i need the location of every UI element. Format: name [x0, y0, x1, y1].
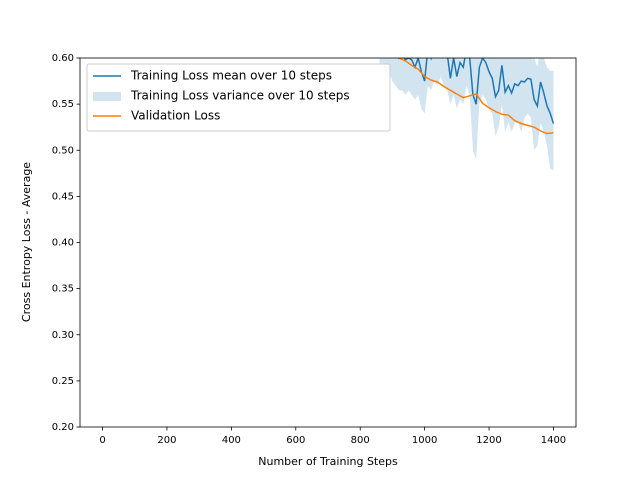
legend-label: Training Loss variance over 10 steps — [130, 89, 350, 103]
y-tick-label: 0.60 — [52, 53, 74, 64]
x-tick-label: 0 — [99, 435, 105, 446]
x-tick-label: 1400 — [541, 435, 566, 446]
legend-label: Training Loss mean over 10 steps — [130, 69, 332, 83]
x-axis-label: Number of Training Steps — [258, 455, 398, 468]
legend-label: Validation Loss — [131, 109, 220, 123]
y-tick-label: 0.55 — [52, 99, 74, 110]
x-tick-label: 400 — [222, 435, 241, 446]
y-tick-label: 0.25 — [52, 376, 74, 387]
y-axis-label: Cross Entropy Loss - Average — [20, 162, 33, 322]
y-tick-label: 0.40 — [52, 238, 74, 249]
x-tick-label: 1200 — [476, 435, 501, 446]
line — [398, 58, 555, 124]
legend-swatch — [93, 92, 121, 101]
x-tick-label: 200 — [157, 435, 176, 446]
y-tick-label: 0.45 — [52, 191, 74, 202]
variance-band — [379, 58, 554, 171]
legend-box — [86, 63, 391, 132]
x-tick-label: 1000 — [412, 435, 437, 446]
y-tick-label: 0.50 — [52, 145, 74, 156]
line — [397, 58, 554, 135]
plot-area — [379, 58, 555, 171]
y-tick-label: 0.20 — [52, 422, 74, 433]
y-tick-label: 0.35 — [52, 284, 74, 295]
x-tick-label: 800 — [351, 435, 370, 446]
x-tick-label: 600 — [286, 435, 305, 446]
y-tick-label: 0.30 — [52, 330, 74, 341]
